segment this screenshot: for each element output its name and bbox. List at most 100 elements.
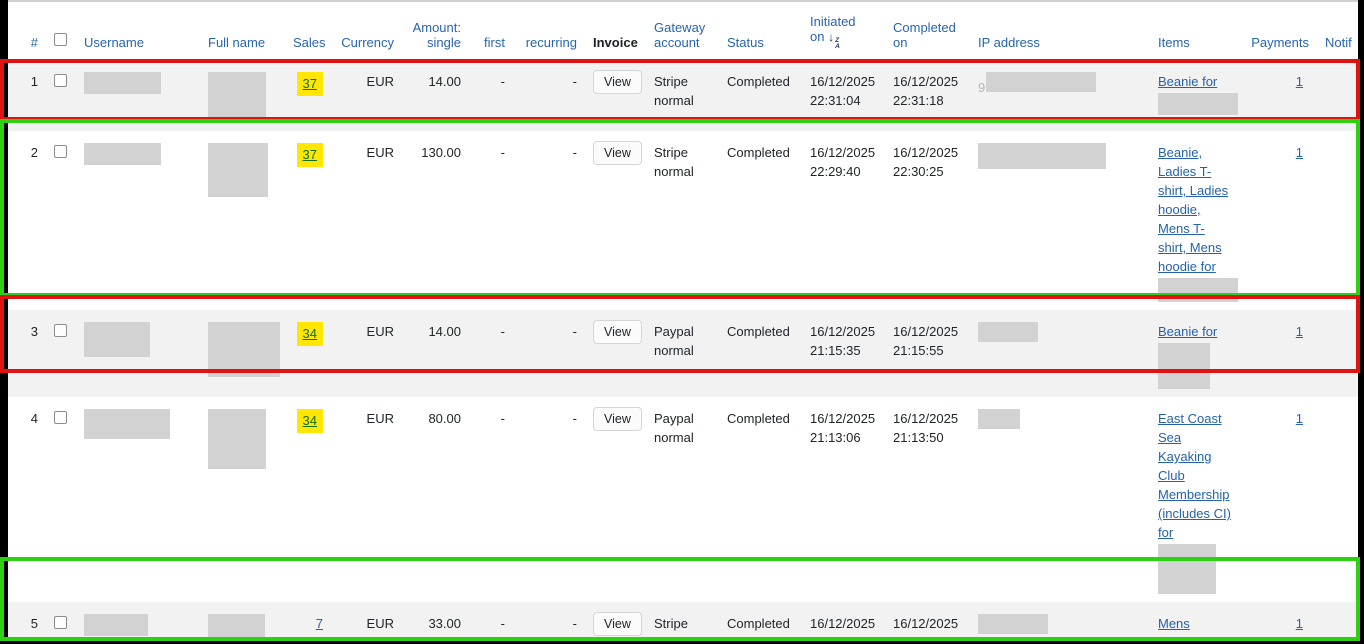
column-header-initiated-on[interactable]: Initiated on ↓ Z A — [802, 2, 885, 60]
row-checkbox[interactable] — [54, 616, 67, 629]
sales-count-link[interactable]: 37 — [302, 147, 317, 162]
row-checkbox[interactable] — [54, 145, 67, 158]
column-header-completed-on[interactable]: Completed on — [885, 2, 970, 60]
notifications-cell — [1317, 131, 1358, 310]
table-container: # Username Full name Sales Currency Amou… — [8, 2, 1358, 640]
status-cell: Completed — [719, 602, 802, 640]
view-invoice-button[interactable]: View — [593, 320, 642, 344]
row-select-cell — [46, 60, 76, 131]
column-header-username[interactable]: Username — [76, 2, 200, 60]
table-row: 2 37 EUR 130.00 - - View Stripe normal C… — [8, 131, 1358, 310]
ip-visible-fragment: 9 — [978, 80, 986, 95]
items-link[interactable]: Mens hoodie for — [1158, 616, 1216, 640]
initiated-on-cell: 16/12/2025 22:31:04 — [802, 60, 885, 131]
payments-cell: 1 — [1240, 397, 1317, 602]
row-number: 3 — [8, 310, 46, 397]
items-cell: Beanie, Ladies T-shirt, Ladies hoodie, M… — [1150, 131, 1240, 310]
column-header-first[interactable]: first — [469, 2, 513, 60]
amount-recurring-cell: - — [513, 310, 585, 397]
redacted-username-box — [84, 143, 161, 165]
redacted-username-box — [84, 614, 148, 636]
items-link[interactable]: Beanie, Ladies T-shirt, Ladies hoodie, M… — [1158, 145, 1229, 274]
sales-count-link[interactable]: 34 — [302, 326, 317, 341]
sales-count-link[interactable]: 37 — [302, 76, 317, 91]
amount-single-cell: 14.00 — [402, 60, 469, 131]
column-header-payments[interactable]: Payments — [1240, 2, 1317, 60]
row-checkbox[interactable] — [54, 74, 67, 87]
view-invoice-button[interactable]: View — [593, 407, 642, 431]
notifications-cell — [1317, 397, 1358, 602]
fullname-cell — [200, 60, 285, 131]
ip-address-cell — [970, 131, 1150, 310]
sales-count-link[interactable]: 34 — [302, 413, 317, 428]
invoice-cell: View — [585, 310, 646, 397]
view-invoice-button[interactable]: View — [593, 612, 642, 636]
redacted-item-user-box — [1158, 343, 1210, 389]
username-cell — [76, 397, 200, 602]
amount-first-cell: - — [469, 602, 513, 640]
column-header-gateway-account[interactable]: Gateway account — [646, 2, 719, 60]
column-header-amount-single[interactable]: Amount: single — [402, 2, 469, 60]
items-link[interactable]: East Coast Sea Kayaking Club Membership … — [1158, 411, 1231, 540]
row-checkbox[interactable] — [54, 324, 67, 337]
amount-single-cell: 33.00 — [402, 602, 469, 640]
amount-first-cell: - — [469, 310, 513, 397]
column-header-recurring[interactable]: recurring — [513, 2, 585, 60]
redacted-item-user-box — [1158, 278, 1238, 302]
view-invoice-button[interactable]: View — [593, 70, 642, 94]
payments-count-link[interactable]: 1 — [1295, 411, 1303, 426]
status-cell: Completed — [719, 60, 802, 131]
column-header-fullname[interactable]: Full name — [200, 2, 285, 60]
items-link[interactable]: Beanie for — [1158, 324, 1218, 339]
ip-address-cell: 9 — [970, 60, 1150, 131]
gateway-account-cell: Paypal normal — [646, 397, 719, 602]
view-invoice-button[interactable]: View — [593, 141, 642, 165]
top-border-line — [8, 0, 1358, 2]
payments-count-link[interactable]: 1 — [1295, 145, 1303, 160]
gateway-account-cell: Paypal normal — [646, 310, 719, 397]
completed-on-cell: 16/12/2025 22:30:25 — [885, 131, 970, 310]
amount-first-cell: - — [469, 131, 513, 310]
completed-on-cell: 16/12/2025 21:15:55 — [885, 310, 970, 397]
column-header-status[interactable]: Status — [719, 2, 802, 60]
payments-count-link[interactable]: 1 — [1295, 74, 1303, 89]
column-header-notifications[interactable]: Notif — [1317, 2, 1358, 60]
status-cell: Completed — [719, 397, 802, 602]
gateway-account-cell: Stripe normal — [646, 602, 719, 640]
invoice-cell: View — [585, 131, 646, 310]
items-link[interactable]: Beanie for — [1158, 74, 1218, 89]
payments-count-link[interactable]: 1 — [1295, 324, 1303, 339]
fullname-cell — [200, 397, 285, 602]
column-header-currency[interactable]: Currency — [331, 2, 402, 60]
payments-count-link[interactable]: 1 — [1295, 616, 1303, 631]
column-header-ip-address[interactable]: IP address — [970, 2, 1150, 60]
redacted-username-box — [84, 322, 150, 357]
column-header-sales[interactable]: Sales — [285, 2, 331, 60]
items-cell: East Coast Sea Kayaking Club Membership … — [1150, 397, 1240, 602]
amount-first-cell: - — [469, 60, 513, 131]
status-cell: Completed — [719, 310, 802, 397]
column-header-items[interactable]: Items — [1150, 2, 1240, 60]
select-all-checkbox[interactable] — [54, 33, 67, 46]
redacted-item-user-box — [1158, 93, 1238, 115]
currency-cell: EUR — [331, 310, 402, 397]
gateway-account-cell: Stripe normal — [646, 131, 719, 310]
ip-address-cell — [970, 602, 1150, 640]
invoice-cell: View — [585, 397, 646, 602]
table-row: 5 7 EUR 33.00 - - View Stripe normal Com… — [8, 602, 1358, 640]
row-checkbox[interactable] — [54, 411, 67, 424]
username-cell — [76, 131, 200, 310]
redacted-ip-box — [986, 72, 1097, 92]
redacted-fullname-box — [208, 614, 265, 640]
sales-count-link[interactable]: 7 — [315, 616, 323, 631]
currency-cell: EUR — [331, 602, 402, 640]
completed-on-cell: 16/12/2025 22:31:18 — [885, 60, 970, 131]
currency-cell: EUR — [331, 397, 402, 602]
column-header-select — [46, 2, 76, 60]
items-cell: Beanie for — [1150, 60, 1240, 131]
table-body: 1 37 EUR 14.00 - - View Stripe normal Co… — [8, 60, 1358, 640]
notifications-cell — [1317, 60, 1358, 131]
redacted-ip-box — [978, 322, 1038, 342]
completed-on-cell: 16/12/2025 21:13:50 — [885, 397, 970, 602]
status-cell: Completed — [719, 131, 802, 310]
